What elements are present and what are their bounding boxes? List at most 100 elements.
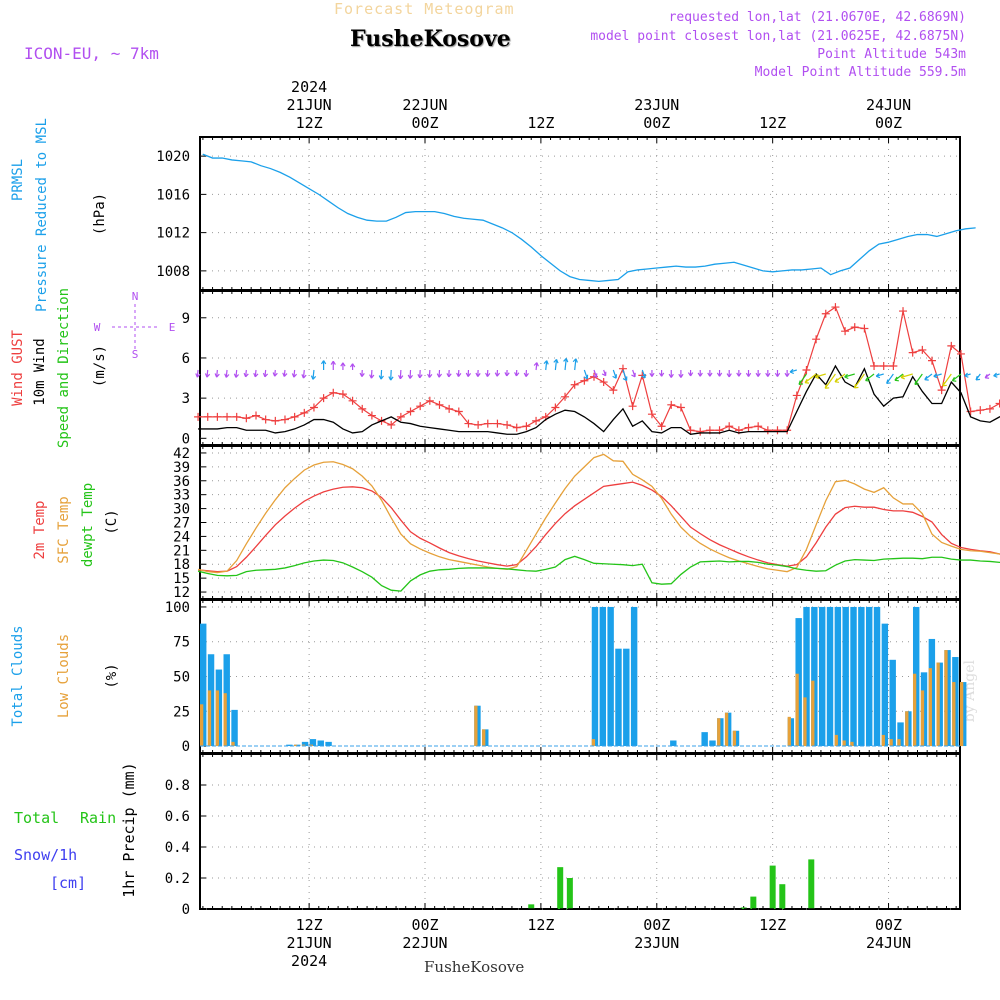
pressure-unit-label: (hPa) (92, 193, 108, 235)
total-cloud-bar (615, 648, 622, 747)
top-time-label: 21JUN (287, 96, 332, 114)
pressure-point (260, 165, 262, 167)
wind-gust-marker (657, 422, 666, 431)
wind-gust-marker (503, 420, 512, 429)
temp-dewpoint-label: dewpt Temp (80, 483, 96, 567)
pressure-point (704, 265, 706, 267)
top-time-label: 12Z (759, 114, 786, 132)
pressure-point (424, 211, 426, 212)
wind-direction-arrowhead (553, 358, 559, 364)
pressure-point (801, 269, 803, 271)
pressure-point (250, 161, 252, 163)
pressure-point (299, 182, 300, 184)
wind-gust-marker (918, 345, 927, 354)
pressure-point (231, 159, 233, 161)
total-cloud-bar (811, 606, 818, 747)
wind-direction-arrowhead (824, 384, 830, 389)
top-time-label: 12Z (296, 114, 323, 132)
wind-direction-arrowhead (933, 373, 938, 379)
wind-direction-arrowhead (631, 372, 636, 378)
model-point-coordinates: model point closest lon,lat (21.0625E, 4… (590, 29, 966, 44)
wind-10m-label: 10m Wind (32, 338, 48, 405)
low-cloud-bar (732, 730, 737, 747)
y-tick-label: 12 (173, 585, 190, 601)
low-cloud-bar (724, 712, 729, 747)
wind-direction-arrowhead (765, 372, 771, 377)
wind-gust-marker (522, 422, 531, 431)
pressure-point (791, 269, 793, 271)
precip-bar (779, 884, 786, 909)
wind-gust-marker (802, 366, 811, 375)
total-cloud-bar (873, 606, 881, 747)
pressure-point (579, 279, 580, 280)
y-tick-label: 15 (173, 571, 190, 587)
precip-bar (808, 859, 815, 909)
temp-line-2 (197, 555, 1000, 592)
total-cloud-bar (670, 740, 677, 747)
wind-direction-arrowhead (572, 358, 578, 363)
wind-gust-marker (271, 416, 280, 425)
panel-frame (199, 136, 961, 291)
wind-gust-marker (454, 407, 463, 416)
temp-unit-label: (C) (104, 509, 120, 534)
pressure-point (443, 213, 445, 214)
wind-gust-marker (956, 349, 965, 358)
wind-gust-label: Wind GUST (10, 330, 26, 406)
wind-gust-marker (763, 426, 772, 435)
wind-gust-marker (860, 324, 869, 333)
wind-direction-arrowhead (310, 375, 317, 380)
wind-direction-label: Speed and Direction (56, 288, 72, 448)
low-cloud-bar (207, 690, 212, 747)
pressure-point (965, 228, 967, 230)
y-tick-label: 0.6 (165, 809, 190, 825)
y-tick-label: 1016 (156, 187, 190, 203)
pressure-point (521, 238, 522, 240)
wind-gust-marker (367, 411, 376, 420)
wind-direction-arrowhead (456, 372, 462, 377)
wind-gust-marker (850, 323, 859, 332)
top-time-label: 23JUN (634, 96, 679, 114)
y-tick-label: 75 (173, 635, 190, 651)
requested-coordinates: requested lon,lat (21.0670E, 42.6869N) (668, 10, 966, 25)
pressure-label-msl: Pressure Reduced to MSL (34, 118, 50, 312)
pressure-point (888, 241, 889, 243)
top-time-label: 00Z (643, 114, 670, 132)
footer-location: FusheKosove (424, 958, 525, 976)
temp-2m-label: 2m Temp (32, 500, 48, 559)
wind-gust-marker (309, 403, 318, 412)
wind-gust-marker (676, 403, 685, 412)
pressure-point (772, 271, 774, 273)
wind-direction-arrowhead (349, 363, 356, 368)
wind-gust-marker (300, 408, 309, 417)
total-cloud-bar (881, 623, 889, 747)
pressure-point (289, 176, 291, 178)
wind-direction-arrowhead (533, 362, 539, 367)
total-cloud-bar (834, 606, 842, 747)
wind-gust-marker (551, 403, 560, 412)
y-tick-label: 0 (182, 739, 190, 755)
wind-direction-arrowhead (834, 378, 840, 383)
low-cloud-bar (591, 739, 596, 747)
pressure-point (212, 157, 213, 159)
total-cloud-bar (200, 623, 207, 747)
pressure-point (878, 243, 880, 245)
wind-direction-arrow (844, 373, 855, 378)
wind-gust-marker (754, 422, 763, 431)
pressure-point (472, 218, 474, 220)
pressure-point (347, 213, 349, 214)
precip-snow-label: Snow/1h (14, 846, 77, 864)
wind-direction-arrowhead (814, 373, 820, 380)
panel-frame (199, 290, 961, 446)
top-time-label: 22JUN (402, 96, 447, 114)
y-tick-label: 0 (182, 431, 190, 447)
wind-gust-marker (628, 402, 637, 411)
wind-direction-arrowhead (504, 372, 510, 377)
pressure-point (752, 267, 754, 269)
panel-1: 1008 1012 1016 1020 (156, 136, 961, 291)
total-cloud-bar (865, 606, 873, 747)
wind-gust-marker (580, 376, 589, 385)
total-cloud-bar (889, 659, 896, 747)
low-cloud-bar (834, 734, 838, 747)
total-cloud-bar (309, 739, 317, 747)
wind-direction-arrow (554, 359, 558, 371)
